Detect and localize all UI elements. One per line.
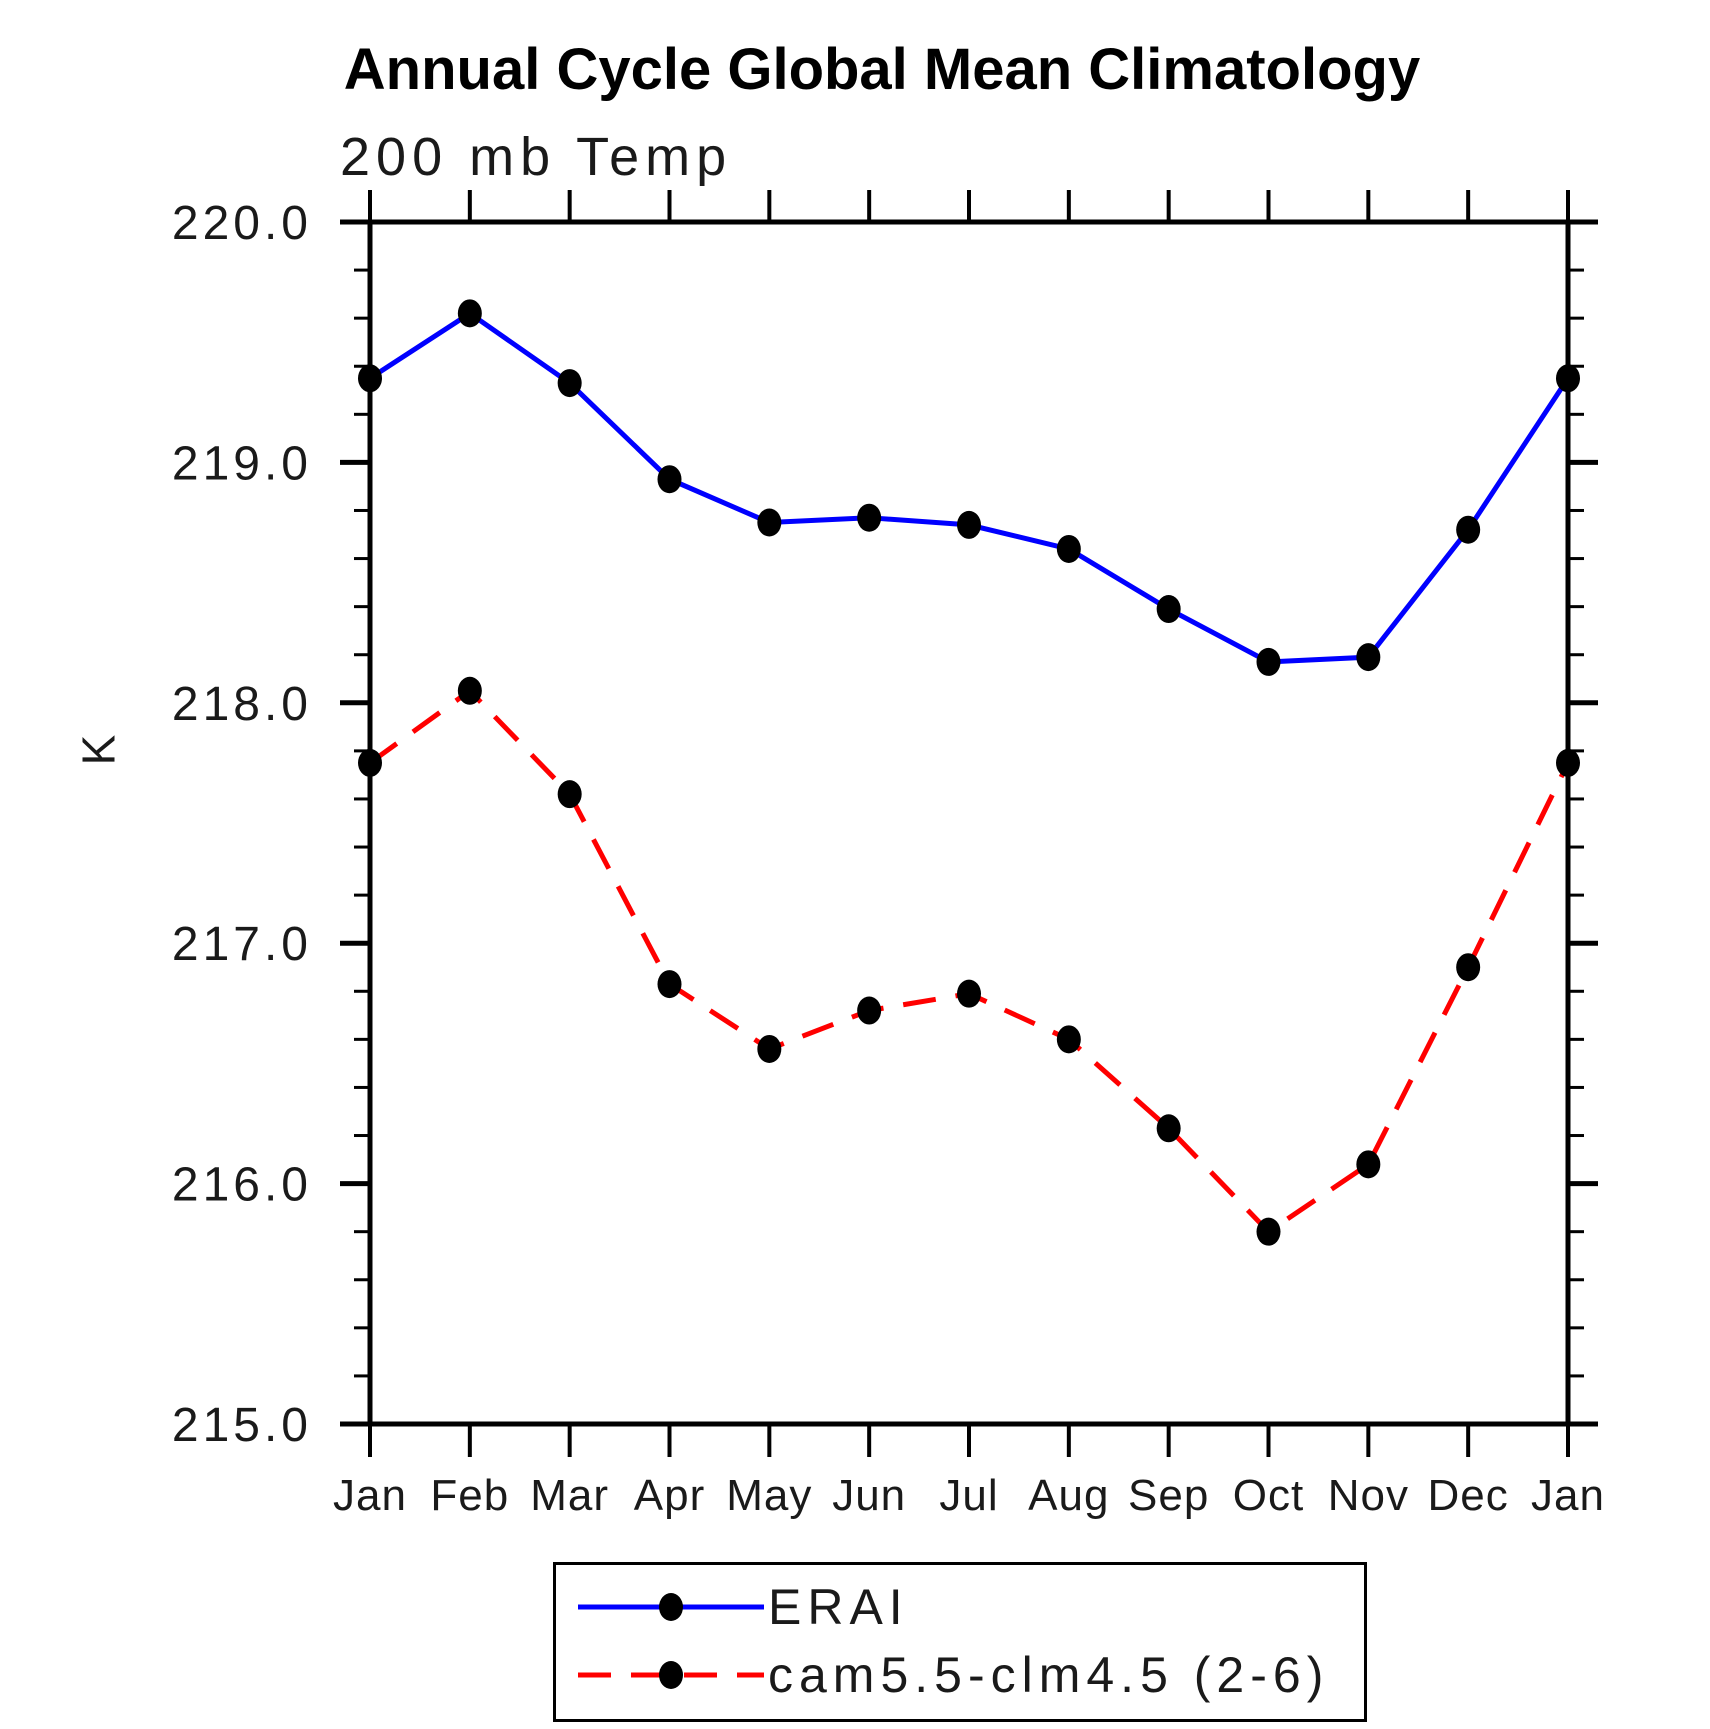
y-axis-tick-label: 220.0: [172, 197, 312, 250]
chart-title: Annual Cycle Global Mean Climatology: [343, 37, 1421, 102]
data-point-marker-1: [1156, 1114, 1181, 1143]
data-point-marker-0: [657, 465, 682, 494]
x-axis-tick-label: Feb: [430, 1471, 509, 1520]
y-axis-tick-label: 216.0: [172, 1159, 312, 1212]
x-axis-tick-label: Jan: [333, 1471, 407, 1520]
x-axis-tick-label: Dec: [1428, 1471, 1509, 1520]
data-point-marker-1: [657, 970, 682, 999]
legend-line-sample-cam: [578, 1661, 764, 1689]
data-point-marker-0: [557, 369, 582, 398]
x-axis-tick-label: Sep: [1128, 1471, 1209, 1520]
data-point-marker-0: [957, 510, 981, 539]
data-point-marker-0: [857, 503, 882, 532]
legend-item-cam: cam5.5-clm4.5 (2-6): [578, 1641, 1364, 1709]
y-axis-tick-label: 217.0: [172, 918, 312, 971]
data-point-marker-0: [358, 364, 382, 393]
data-point-marker-0: [1356, 643, 1381, 672]
y-axis-tick-label: 219.0: [172, 437, 312, 490]
data-point-marker-0: [1056, 534, 1081, 563]
legend-box: ERAI cam5.5-clm4.5 (2-6): [553, 1562, 1367, 1722]
data-point-marker-1: [1556, 748, 1580, 777]
legend-item-erai: ERAI: [578, 1573, 1364, 1641]
legend-label-erai: ERAI: [768, 1579, 909, 1635]
data-point-marker-1: [857, 996, 882, 1025]
y-axis-tick-label: 218.0: [172, 678, 312, 731]
y-axis-label: K: [72, 732, 125, 766]
data-point-marker-1: [1256, 1217, 1281, 1246]
series-line-0: [368, 310, 1571, 665]
data-point-marker-0: [457, 299, 482, 328]
data-point-marker-1: [1356, 1150, 1381, 1179]
data-point-marker-1: [757, 1034, 782, 1063]
x-axis-tick-label: Jul: [939, 1471, 998, 1520]
data-point-marker-1: [1056, 1025, 1081, 1054]
legend-line-sample-erai: [578, 1593, 764, 1621]
x-axis-tick-label: Aug: [1028, 1471, 1109, 1520]
x-axis-tick-label: Oct: [1233, 1471, 1304, 1520]
data-point-marker-0: [1156, 595, 1181, 624]
data-point-marker-0: [757, 508, 782, 537]
data-point-marker-1: [957, 979, 981, 1008]
data-point-marker-1: [1456, 953, 1481, 982]
x-axis-tick-label: Apr: [634, 1471, 705, 1520]
x-axis-tick-label: Nov: [1328, 1471, 1409, 1520]
x-axis-tick-label: Mar: [530, 1471, 609, 1520]
series-line-1: [368, 687, 1571, 1235]
data-point-marker-1: [358, 748, 382, 777]
chart-subtitle: 200 mb Temp: [340, 127, 733, 187]
x-axis-tick-label: Jan: [1531, 1471, 1605, 1520]
data-point-marker-0: [1456, 515, 1481, 544]
data-point-marker-0: [1556, 364, 1580, 393]
y-axis-tick-label: 215.0: [172, 1399, 312, 1452]
data-point-marker-1: [457, 676, 482, 705]
x-axis-tick-label: May: [726, 1471, 812, 1520]
legend-label-cam: cam5.5-clm4.5 (2-6): [768, 1647, 1330, 1703]
data-point-marker-1: [557, 780, 582, 809]
data-point-marker-0: [1256, 647, 1281, 676]
x-axis-tick-label: Jun: [832, 1471, 906, 1520]
plot-frame: [367, 219, 1571, 1427]
